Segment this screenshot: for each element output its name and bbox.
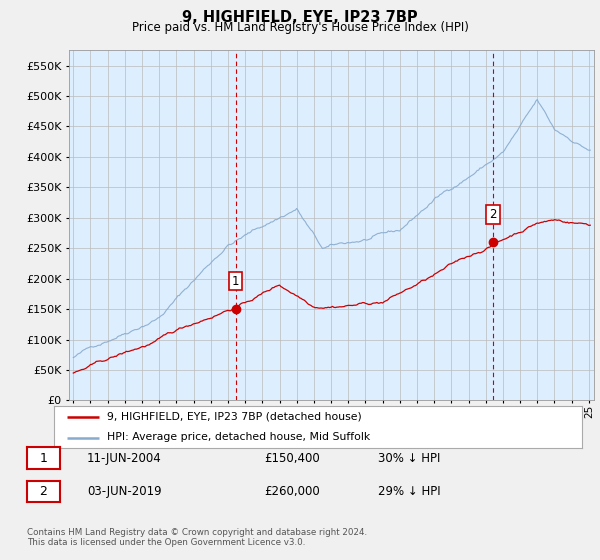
Text: 29% ↓ HPI: 29% ↓ HPI (378, 485, 440, 498)
Text: 2: 2 (490, 208, 497, 221)
Text: 2: 2 (40, 485, 47, 498)
Text: 1: 1 (232, 274, 239, 287)
Text: £150,400: £150,400 (264, 451, 320, 465)
Text: 9, HIGHFIELD, EYE, IP23 7BP: 9, HIGHFIELD, EYE, IP23 7BP (182, 10, 418, 25)
Text: HPI: Average price, detached house, Mid Suffolk: HPI: Average price, detached house, Mid … (107, 432, 370, 442)
Text: 30% ↓ HPI: 30% ↓ HPI (378, 451, 440, 465)
Text: Price paid vs. HM Land Registry's House Price Index (HPI): Price paid vs. HM Land Registry's House … (131, 21, 469, 34)
Text: 9, HIGHFIELD, EYE, IP23 7BP (detached house): 9, HIGHFIELD, EYE, IP23 7BP (detached ho… (107, 412, 362, 422)
Text: £260,000: £260,000 (264, 485, 320, 498)
Text: 03-JUN-2019: 03-JUN-2019 (87, 485, 161, 498)
Text: 1: 1 (40, 451, 47, 465)
Text: Contains HM Land Registry data © Crown copyright and database right 2024.
This d: Contains HM Land Registry data © Crown c… (27, 528, 367, 547)
Text: 11-JUN-2004: 11-JUN-2004 (87, 451, 162, 465)
